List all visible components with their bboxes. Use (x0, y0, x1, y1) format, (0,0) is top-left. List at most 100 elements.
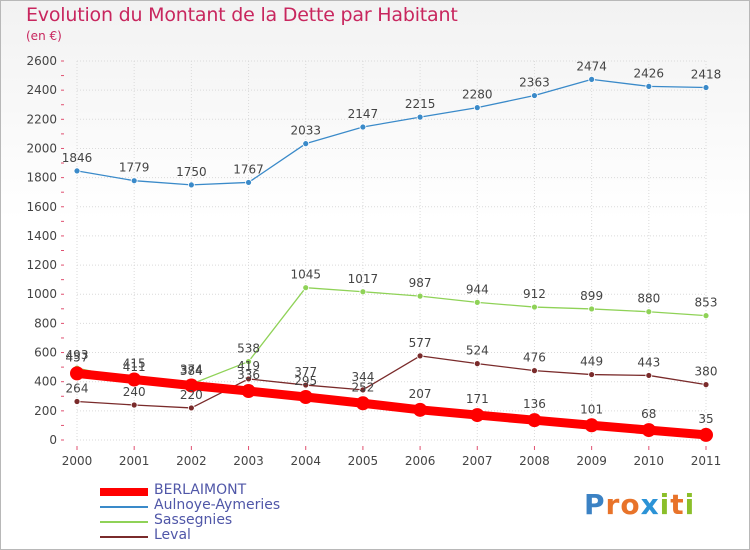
data-label: 264 (66, 382, 89, 396)
data-point (302, 140, 310, 148)
data-label: 295 (294, 374, 317, 388)
data-label: 411 (123, 360, 146, 374)
logo-letter: t (670, 488, 685, 521)
axis-layer: 0 200 400 600 800 1000 1200 1400 1600 1800 2000 220… (26, 54, 721, 468)
data-point (245, 179, 252, 186)
data-label: 577 (409, 336, 432, 350)
data-point (187, 181, 195, 189)
series-line-aulnoye-aymeries (76, 78, 707, 186)
data-point (416, 352, 424, 360)
data-label: 1779 (119, 161, 150, 175)
data-point (473, 104, 481, 112)
data-point (73, 167, 81, 175)
logo-letter: x (640, 488, 660, 521)
data-label: 344 (351, 370, 374, 384)
y-tick-label: 1000 (26, 287, 57, 301)
data-label: 1045 (290, 268, 321, 282)
legend-item: Leval (100, 527, 360, 544)
data-point (699, 427, 713, 442)
y-tick-label: 1200 (26, 258, 57, 272)
data-label: 136 (523, 397, 546, 411)
data-point (241, 384, 256, 399)
y-tick-label: 1600 (26, 200, 57, 214)
logo-letter: P (584, 488, 606, 521)
data-label: 419 (237, 359, 260, 373)
data-label: 1017 (348, 272, 379, 286)
data-label: 380 (695, 365, 718, 379)
data-point (359, 123, 367, 131)
data-label: 912 (523, 287, 546, 301)
data-label: 2280 (462, 88, 493, 102)
x-tick-label: 2005 (348, 454, 379, 468)
data-label: 2147 (348, 107, 379, 121)
data-label: 1750 (176, 165, 207, 179)
logo-letter: i (659, 488, 671, 521)
data-label: 252 (351, 380, 374, 394)
series-line-leval (76, 355, 707, 409)
data-label: 853 (695, 296, 718, 310)
data-point (531, 92, 538, 99)
data-label: 207 (409, 387, 432, 401)
data-label: 2215 (405, 97, 436, 111)
data-label: 101 (580, 402, 603, 416)
x-tick-label: 2009 (576, 454, 607, 468)
data-point (130, 401, 138, 409)
data-label: 2474 (576, 59, 607, 73)
x-tick-label: 2002 (176, 454, 207, 468)
data-point (245, 375, 252, 383)
data-label: 377 (294, 365, 317, 379)
data-point (531, 367, 538, 375)
logo-letter: r (605, 488, 621, 521)
y-tick-label: 2600 (26, 54, 57, 68)
x-tick-label: 2001 (119, 454, 150, 468)
data-point (588, 75, 596, 83)
data-label: 443 (637, 355, 660, 369)
series-layer (70, 75, 713, 442)
logo-letter: o (620, 488, 641, 521)
legend-swatch (100, 521, 148, 523)
legend-label: Sassegnies (154, 512, 233, 528)
y-tick-label: 800 (34, 316, 57, 330)
y-tick-label: 1400 (26, 229, 57, 243)
legend-swatch (100, 506, 148, 508)
chart-title: Evolution du Montant de la Dette par Hab… (26, 4, 458, 26)
data-label: 1846 (62, 151, 93, 165)
legend-label: Aulnoye-Aymeries (154, 497, 281, 513)
data-label: 476 (523, 351, 546, 365)
x-tick-label: 2004 (290, 454, 321, 468)
data-label: 415 (123, 357, 146, 371)
y-tick-label: 200 (34, 404, 57, 418)
data-label: 538 (237, 342, 260, 356)
data-label: 944 (466, 282, 489, 296)
data-point (588, 371, 596, 378)
data-point (702, 84, 710, 91)
data-label: 449 (580, 355, 603, 369)
data-label: 68 (641, 407, 656, 421)
data-point (302, 284, 310, 292)
data-point (413, 402, 428, 417)
data-label: 2033 (290, 124, 321, 138)
data-point (73, 398, 81, 405)
data-point (298, 389, 313, 404)
chart-subtitle: (en €) (26, 29, 62, 43)
data-label: 220 (180, 388, 203, 402)
data-label: 880 (637, 292, 660, 306)
legend-item: Sassegnies (100, 512, 360, 529)
data-point (245, 358, 252, 365)
data-label: 899 (580, 289, 603, 303)
data-point (302, 381, 310, 389)
data-point (355, 396, 370, 411)
x-tick-label: 2010 (634, 454, 665, 468)
data-label: 1767 (233, 162, 264, 176)
legend-swatch (100, 488, 148, 496)
data-point (359, 288, 367, 296)
data-label: 171 (466, 392, 489, 406)
series-line-sassegnies (76, 287, 707, 385)
data-label: 336 (237, 368, 260, 382)
data-point (702, 381, 710, 389)
y-tick-label: 600 (34, 346, 57, 360)
data-point (470, 408, 485, 423)
x-tick-label: 2008 (519, 454, 550, 468)
